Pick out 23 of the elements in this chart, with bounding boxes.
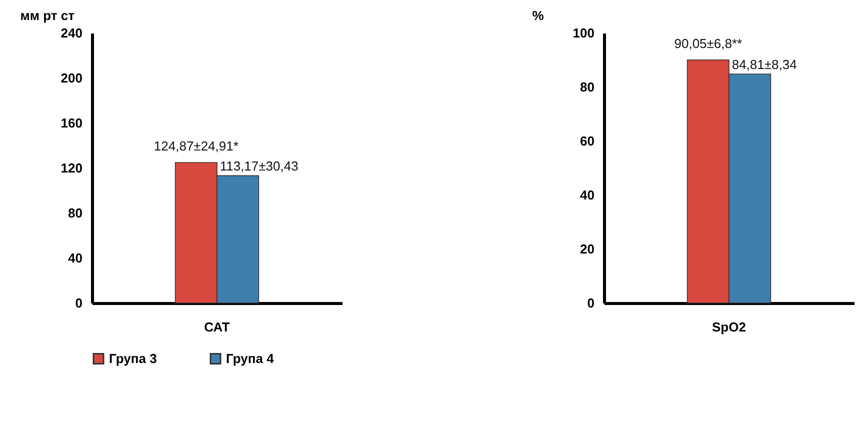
data-label: 84,81±8,34 [732,57,797,72]
y-tick-label: 60 [580,134,594,148]
y-tick-label: 120 [60,160,82,176]
y-tick-label: 0 [75,296,82,310]
x-tick-label: САТ [204,320,230,334]
data-label: 90,05±6,8** [674,36,742,51]
y-tick-label: 100 [572,26,594,40]
y-tick-label: 40 [68,250,82,266]
y-tick-label: 80 [580,80,594,94]
y-tick-label: 240 [60,26,82,40]
y-tick-label: 0 [587,296,594,310]
legend-label: Група 3 [109,350,157,366]
y-axis-title: мм рт ст [20,8,75,23]
x-tick-label: SpO2 [712,320,746,334]
data-label: 124,87±24,91* [154,138,238,154]
data-label: 113,17±30,43 [220,158,298,174]
y-axis-title: % [532,8,544,23]
legend-label: Група 4 [226,350,275,366]
y-tick-label: 20 [580,242,594,256]
y-tick-label: 160 [60,116,82,130]
y-tick-label: 40 [580,188,594,202]
y-tick-label: 80 [68,206,82,220]
y-tick-label: 200 [60,70,82,86]
